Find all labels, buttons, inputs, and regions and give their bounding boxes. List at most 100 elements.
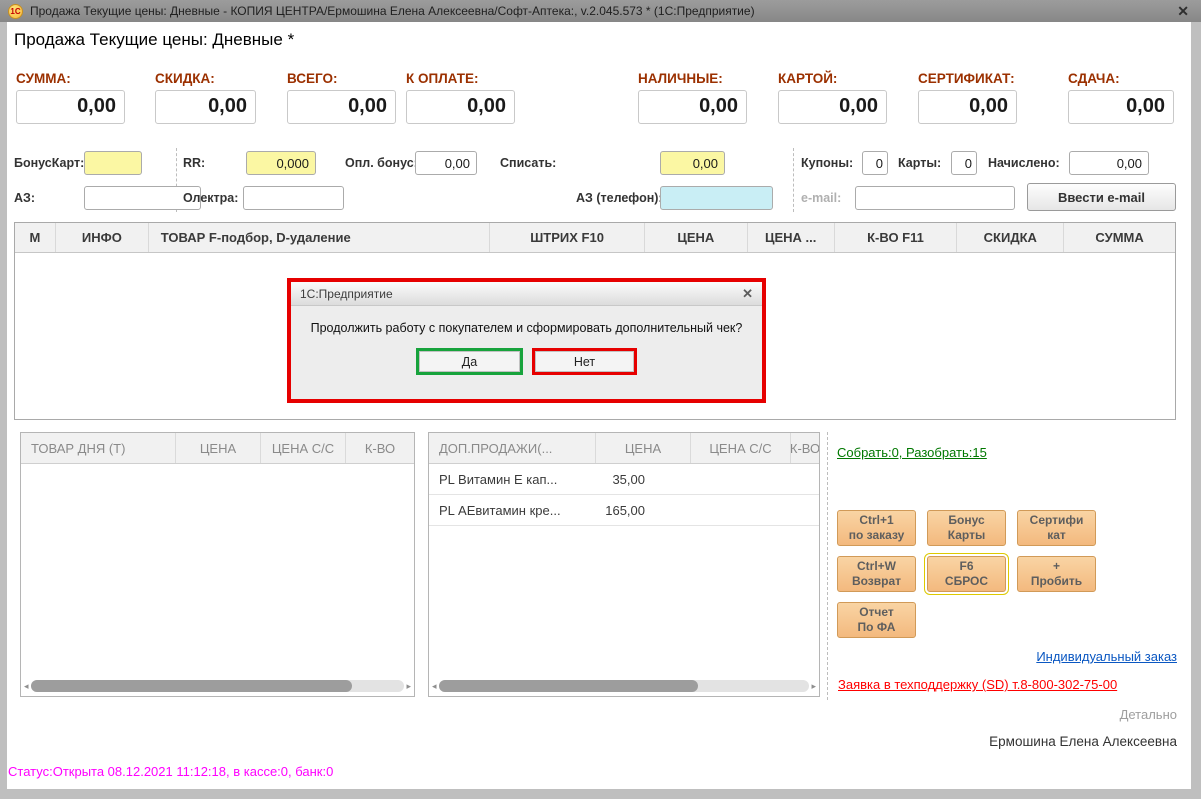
upsell-col-cena-ss[interactable]: ЦЕНА С/С bbox=[691, 433, 791, 463]
collect-link[interactable]: Собрать:0, Разобрать:15 bbox=[837, 445, 987, 460]
scroll-right-icon[interactable]: ▸ bbox=[406, 681, 411, 691]
cards-label: Карты: bbox=[898, 156, 942, 170]
total-summa-label: СУММА: bbox=[16, 71, 71, 86]
scroll-thumb[interactable] bbox=[438, 680, 699, 692]
rr-field[interactable]: 0,000 bbox=[246, 151, 316, 175]
items-table-header: М ИНФО ТОВАР F-подбор, D-удаление ШТРИХ … bbox=[15, 223, 1175, 253]
upsell-row-price: 165,00 bbox=[605, 503, 645, 518]
writeoff-label: Списать: bbox=[500, 156, 557, 170]
items-col-cena2[interactable]: ЦЕНА ... bbox=[748, 223, 835, 252]
upsell-table: ДОП.ПРОДАЖИ(... ЦЕНА ЦЕНА С/С К-ВО PL Ви… bbox=[428, 432, 820, 697]
dialog-close-icon[interactable]: ✕ bbox=[742, 285, 753, 301]
upsell-row-name: PL АЕвитамин кре... bbox=[439, 502, 561, 518]
button-line: СБРОС bbox=[944, 574, 989, 588]
f6-reset-button[interactable]: F6 СБРОС bbox=[924, 553, 1009, 595]
button-line: По ФА bbox=[857, 620, 896, 634]
items-col-tovar[interactable]: ТОВАР F-подбор, D-удаление bbox=[149, 223, 491, 252]
items-col-shtrih[interactable]: ШТРИХ F10 bbox=[490, 223, 645, 252]
upsell-col-cena[interactable]: ЦЕНА bbox=[596, 433, 691, 463]
separator bbox=[793, 148, 794, 212]
total-skidka-value: 0,00 bbox=[155, 90, 256, 124]
certificate-button[interactable]: Сертифи кат bbox=[1017, 510, 1096, 546]
1c-app-icon: 1С bbox=[8, 3, 23, 19]
button-line: + bbox=[1052, 559, 1060, 573]
upsell-row-name: PL Витамин Е кап... bbox=[439, 471, 558, 487]
scroll-left-icon[interactable]: ◂ bbox=[432, 681, 437, 691]
button-line: Карты bbox=[947, 528, 986, 542]
confirm-dialog: 1С:Предприятие ✕ Продолжить работу с пок… bbox=[287, 278, 766, 403]
bonus-card-label: БонусКарт: bbox=[14, 156, 85, 170]
accrued-field[interactable]: 0,00 bbox=[1069, 151, 1149, 175]
button-line: Отчет bbox=[859, 605, 894, 619]
ctrl1-order-button[interactable]: Ctrl+1 по заказу bbox=[837, 510, 916, 546]
day-col-kvo[interactable]: К-ВО bbox=[364, 440, 396, 456]
items-col-summa[interactable]: СУММА bbox=[1095, 230, 1144, 245]
total-vsego: ВСЕГО: 0,00 bbox=[287, 71, 396, 124]
total-sdacha-value: 0,00 bbox=[1068, 90, 1174, 124]
coupons-field[interactable]: 0 bbox=[862, 151, 888, 175]
total-skidka-label: СКИДКА: bbox=[155, 71, 215, 86]
fa-report-button[interactable]: Отчет По ФА bbox=[837, 602, 916, 638]
total-kartoy-value: 0,00 bbox=[778, 90, 887, 124]
window-title: Продажа Текущие цены: Дневные - КОПИЯ ЦЕ… bbox=[30, 4, 755, 18]
upsell-row[interactable]: PL АЕвитамин кре... 165,00 bbox=[429, 495, 819, 526]
total-nalichnye-label: НАЛИЧНЫЕ: bbox=[638, 71, 723, 86]
olectra-field[interactable] bbox=[243, 186, 344, 210]
button-line: кат bbox=[1047, 528, 1066, 542]
upsell-col-kvo[interactable]: К-ВО bbox=[791, 440, 819, 456]
az-phone-label: АЗ (телефон): bbox=[576, 191, 663, 205]
total-vsego-label: ВСЕГО: bbox=[287, 71, 338, 86]
az-phone-field[interactable] bbox=[660, 186, 773, 210]
accrued-label: Начислено: bbox=[988, 156, 1060, 170]
az-label: АЗ: bbox=[14, 191, 36, 205]
no-button[interactable]: Нет bbox=[532, 348, 637, 375]
upsell-row-price: 35,00 bbox=[612, 472, 645, 487]
day-col-cena-ss[interactable]: ЦЕНА С/С bbox=[261, 433, 346, 463]
scroll-track[interactable] bbox=[30, 680, 405, 692]
day-col-tovar[interactable]: ТОВАР ДНЯ (Т) bbox=[21, 433, 176, 463]
page-title: Продажа Текущие цены: Дневные * bbox=[14, 30, 295, 49]
coupons-label: Купоны: bbox=[801, 156, 854, 170]
plus-punch-button[interactable]: + Пробить bbox=[1017, 556, 1096, 592]
paid-bonus-field[interactable]: 0,00 bbox=[415, 151, 477, 175]
scroll-track[interactable] bbox=[438, 680, 810, 692]
support-link[interactable]: Заявка в техподдержку (SD) т.8-800-302-7… bbox=[838, 677, 1118, 692]
scroll-left-icon[interactable]: ◂ bbox=[24, 681, 29, 691]
day-col-cena[interactable]: ЦЕНА bbox=[176, 433, 261, 463]
window-titlebar: 1С Продажа Текущие цены: Дневные - КОПИЯ… bbox=[0, 0, 1201, 22]
total-nalichnye-value: 0,00 bbox=[638, 90, 747, 124]
items-col-cena[interactable]: ЦЕНА bbox=[645, 223, 748, 252]
total-kartoy-label: КАРТОЙ: bbox=[778, 71, 838, 86]
button-line: Пробить bbox=[1030, 574, 1083, 588]
total-sertifikat: СЕРТИФИКАТ: 0,00 bbox=[918, 71, 1017, 124]
upsell-row[interactable]: PL Витамин Е кап... 35,00 bbox=[429, 464, 819, 495]
total-sertifikat-label: СЕРТИФИКАТ: bbox=[918, 71, 1015, 86]
writeoff-field[interactable]: 0,00 bbox=[660, 151, 725, 175]
items-col-m[interactable]: М bbox=[15, 223, 56, 252]
az-field[interactable] bbox=[84, 186, 201, 210]
items-col-kvo[interactable]: К-ВО F11 bbox=[835, 223, 958, 252]
bonus-cards-button[interactable]: Бонус Карты bbox=[927, 510, 1006, 546]
button-line: Ctrl+1 bbox=[859, 513, 894, 527]
window-close-icon[interactable]: ✕ bbox=[1177, 2, 1189, 19]
enter-email-button[interactable]: Ввести e-mail bbox=[1027, 183, 1176, 211]
scroll-right-icon[interactable]: ▸ bbox=[811, 681, 816, 691]
items-col-skidka[interactable]: СКИДКА bbox=[957, 223, 1065, 252]
day-table-hscrollbar[interactable]: ◂ ▸ bbox=[24, 678, 411, 694]
individual-order-link[interactable]: Индивидуальный заказ bbox=[1036, 649, 1177, 664]
total-nalichnye: НАЛИЧНЫЕ: 0,00 bbox=[638, 71, 747, 124]
dialog-buttons: Да Нет bbox=[291, 348, 762, 375]
upsell-col-name[interactable]: ДОП.ПРОДАЖИ(... bbox=[429, 433, 596, 463]
bonus-card-field[interactable] bbox=[84, 151, 142, 175]
day-products-table: ТОВАР ДНЯ (Т) ЦЕНА ЦЕНА С/С К-ВО bbox=[20, 432, 415, 697]
email-field[interactable] bbox=[855, 186, 1015, 210]
button-line: F6 bbox=[959, 559, 974, 573]
ctrlw-return-button[interactable]: Ctrl+W Возврат bbox=[837, 556, 916, 592]
yes-button[interactable]: Да bbox=[416, 348, 523, 375]
upsell-table-hscrollbar[interactable]: ◂ ▸ bbox=[432, 678, 816, 694]
email-label: e-mail: bbox=[801, 191, 842, 205]
scroll-thumb[interactable] bbox=[30, 680, 353, 692]
cards-field[interactable]: 0 bbox=[951, 151, 977, 175]
items-col-info[interactable]: ИНФО bbox=[56, 223, 149, 252]
upsell-header: ДОП.ПРОДАЖИ(... ЦЕНА ЦЕНА С/С К-ВО bbox=[429, 433, 819, 464]
